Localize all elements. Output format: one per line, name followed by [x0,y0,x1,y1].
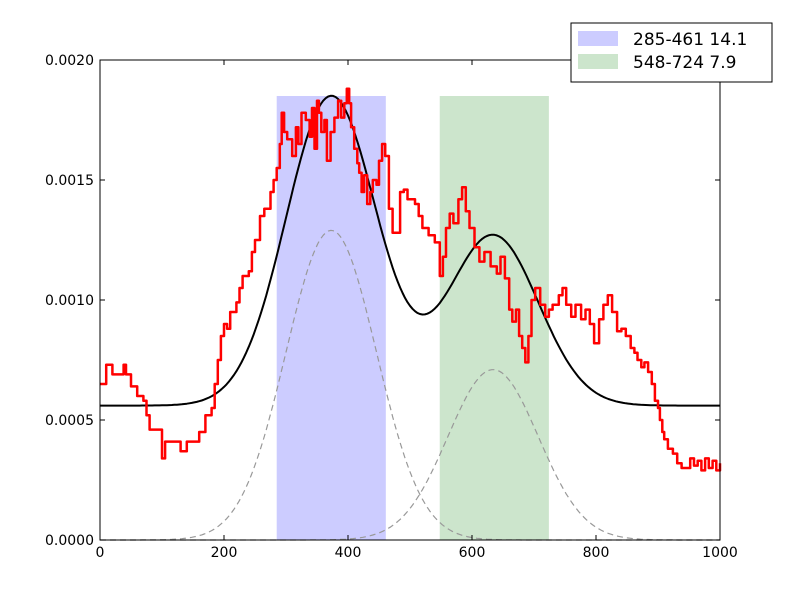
x-tick-label: 800 [583,545,610,561]
legend-label-2: 548-724 7.9 [633,53,736,73]
legend-swatch-2 [578,54,618,69]
y-tick-label: 0.0015 [45,173,94,189]
y-axis: 0.0000 0.0005 0.0010 0.0015 0.0020 [45,53,720,549]
x-tick-label: 0 [96,545,105,561]
x-tick-label: 200 [211,545,238,561]
fit-curve [100,94,720,407]
x-tick-label: 1000 [702,545,738,561]
data-line [100,87,722,472]
legend: 285-461 14.1 548-724 7.9 [570,22,773,83]
x-tick-label: 600 [459,545,486,561]
y-tick-label: 0.0010 [45,293,94,309]
legend-swatch-1 [578,31,618,46]
y-tick-label: 0.0005 [45,413,94,429]
y-tick-label: 0.0000 [45,533,94,549]
y-tick-label: 0.0020 [45,53,94,69]
x-tick-label: 400 [335,545,362,561]
band-1 [276,96,386,540]
legend-label-1: 285-461 14.1 [633,30,747,50]
x-axis: 0 200 400 600 800 1000 [96,60,738,561]
